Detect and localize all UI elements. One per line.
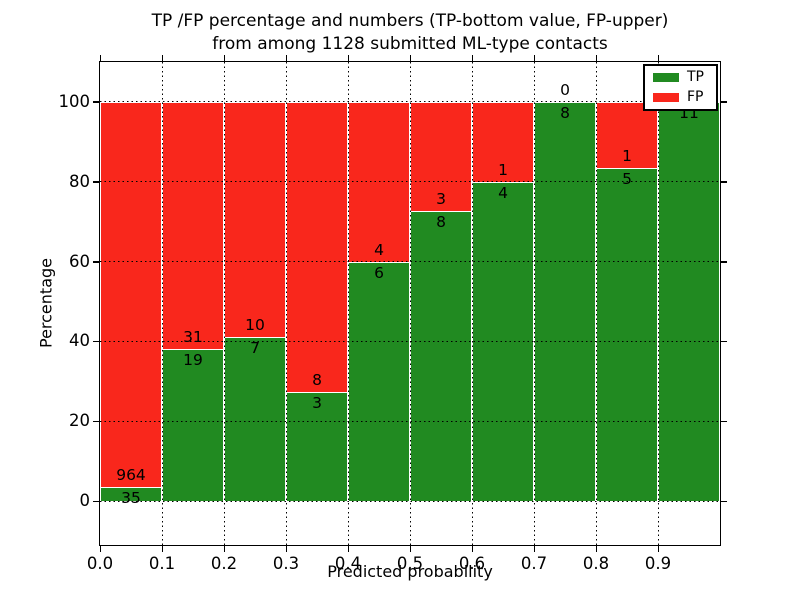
x-tick-bottom-0.5 (409, 546, 411, 552)
tp-bar-0.8-0.9 (596, 168, 658, 502)
x-tick-label-0.4: 0.4 (334, 554, 362, 573)
vgrid-0.4 (347, 62, 349, 545)
fp-count-0.0-0.1: 964 (116, 466, 146, 485)
x-tick-top-0.4 (347, 55, 349, 61)
y-tick-right-60 (721, 261, 727, 263)
y-tick-label-60: 60 (69, 251, 90, 271)
y-tick-right-0 (721, 500, 727, 503)
x-tick-top-0.1 (161, 55, 163, 61)
fp-count-0.1-0.2: 31 (183, 328, 203, 347)
x-tick-top-0.8 (595, 55, 597, 61)
chart-title-line1: TP /FP percentage and numbers (TP-bottom… (151, 11, 669, 31)
x-tick-top-0.0 (99, 55, 101, 61)
fp-bar-0.1-0.2 (162, 101, 224, 350)
x-axis-label: Predicted probability (327, 562, 493, 581)
y-tick-left-40 (93, 340, 99, 343)
x-tick-bottom-0.2 (223, 546, 225, 552)
tp-count-0.1-0.2: 19 (183, 351, 203, 370)
y-tick-left-60 (93, 261, 99, 263)
y-tick-right-100 (721, 101, 727, 103)
fp-count-0.4-0.5: 4 (374, 240, 384, 259)
fp-legend-label: FP (687, 89, 704, 105)
tp-count-0.3-0.4: 3 (312, 394, 322, 413)
fp-count-0.2-0.3: 10 (245, 315, 265, 334)
tp-bar-0.1-0.2 (162, 349, 224, 502)
x-tick-bottom-0.6 (471, 546, 473, 552)
y-tick-left-0 (93, 500, 99, 503)
x-tick-label-0.1: 0.1 (148, 554, 176, 573)
y-tick-left-20 (93, 420, 99, 423)
tp-count-0.6-0.7: 4 (498, 183, 508, 202)
y-tick-right-40 (721, 340, 727, 343)
fp-bar-0.0-0.1 (100, 101, 162, 488)
y-tick-label-80: 80 (69, 171, 90, 191)
chart-title-line2: from among 1128 submitted ML-type contac… (212, 34, 608, 54)
tp-bar-0.9-1.0 (658, 101, 720, 502)
y-tick-right-20 (721, 420, 727, 423)
y-tick-left-100 (93, 101, 99, 103)
vgrid-0.2 (223, 62, 225, 545)
x-tick-bottom-0.3 (285, 546, 287, 552)
vgrid-0.3 (285, 62, 287, 545)
fp-count-0.5-0.6: 3 (436, 189, 446, 208)
x-tick-top-0.5 (409, 55, 411, 61)
fp-legend-swatch-icon (653, 93, 679, 102)
tp-count-0.8-0.9: 5 (622, 170, 632, 189)
y-tick-label-0: 0 (79, 491, 91, 511)
x-tick-bottom-0.9 (657, 546, 659, 552)
x-tick-bottom-0.4 (347, 546, 349, 552)
fp-count-0.8-0.9: 1 (622, 147, 632, 166)
fp-count-0.6-0.7: 1 (498, 160, 508, 179)
x-tick-bottom-0.0 (99, 546, 101, 552)
tp-bar-0.4-0.5 (348, 261, 410, 502)
vgrid-0.8 (595, 62, 597, 545)
x-tick-label-0.9: 0.9 (644, 554, 672, 573)
x-tick-label-0.7: 0.7 (520, 554, 548, 573)
y-tick-right-80 (721, 181, 727, 183)
y-tick-label-100: 100 (58, 91, 91, 111)
tp-bar-0.7-0.8 (534, 101, 596, 502)
x-tick-label-0.3: 0.3 (272, 554, 300, 573)
x-tick-top-0.2 (223, 55, 225, 61)
vgrid-0.5 (409, 62, 411, 545)
tp-count-0.5-0.6: 8 (436, 212, 446, 231)
vgrid-0.9 (657, 62, 659, 545)
tp-count-0.2-0.3: 7 (250, 338, 260, 357)
tp-count-0.0-0.1: 35 (121, 489, 141, 508)
tp-count-0.7-0.8: 8 (560, 103, 570, 122)
x-tick-label-0.5: 0.5 (396, 554, 424, 573)
x-tick-top-0.3 (285, 55, 287, 61)
chart-title: TP /FP percentage and numbers (TP-bottom… (100, 10, 720, 56)
fp-bar-0.2-0.3 (224, 101, 286, 337)
tp-legend-label: TP (687, 69, 704, 85)
x-tick-bottom-0.1 (161, 546, 163, 552)
y-tick-label-40: 40 (69, 331, 90, 351)
x-tick-label-0.6: 0.6 (458, 554, 486, 573)
x-tick-top-0.9 (657, 55, 659, 61)
tp-bar-0.5-0.6 (410, 210, 472, 502)
x-tick-label-0.0: 0.0 (86, 554, 114, 573)
x-tick-bottom-0.8 (595, 546, 597, 552)
legend-item-fp: FP (653, 90, 704, 105)
tp-legend-swatch-icon (653, 73, 679, 82)
y-tick-left-80 (93, 181, 99, 183)
tp-count-0.4-0.5: 6 (374, 263, 384, 282)
plot-area: TP FP 9643531191078346381408150110.00.10… (59, 55, 727, 573)
x-tick-label-0.8: 0.8 (582, 554, 610, 573)
x-tick-bottom-0.7 (533, 546, 535, 552)
vgrid-0.1 (161, 62, 163, 545)
legend-item-tp: TP (653, 70, 704, 85)
x-tick-top-0.7 (533, 55, 535, 61)
vgrid-0.7 (533, 62, 535, 545)
legend: TP FP (643, 64, 718, 111)
tp-bar-0.2-0.3 (224, 336, 286, 502)
y-tick-label-20: 20 (69, 411, 90, 431)
fp-count-0.7-0.8: 0 (560, 80, 570, 99)
vgrid-0.6 (471, 62, 473, 545)
x-tick-top-0.6 (471, 55, 473, 61)
fp-bar-0.3-0.4 (286, 101, 348, 393)
x-tick-label-0.2: 0.2 (210, 554, 238, 573)
fp-count-0.3-0.4: 8 (312, 371, 322, 390)
